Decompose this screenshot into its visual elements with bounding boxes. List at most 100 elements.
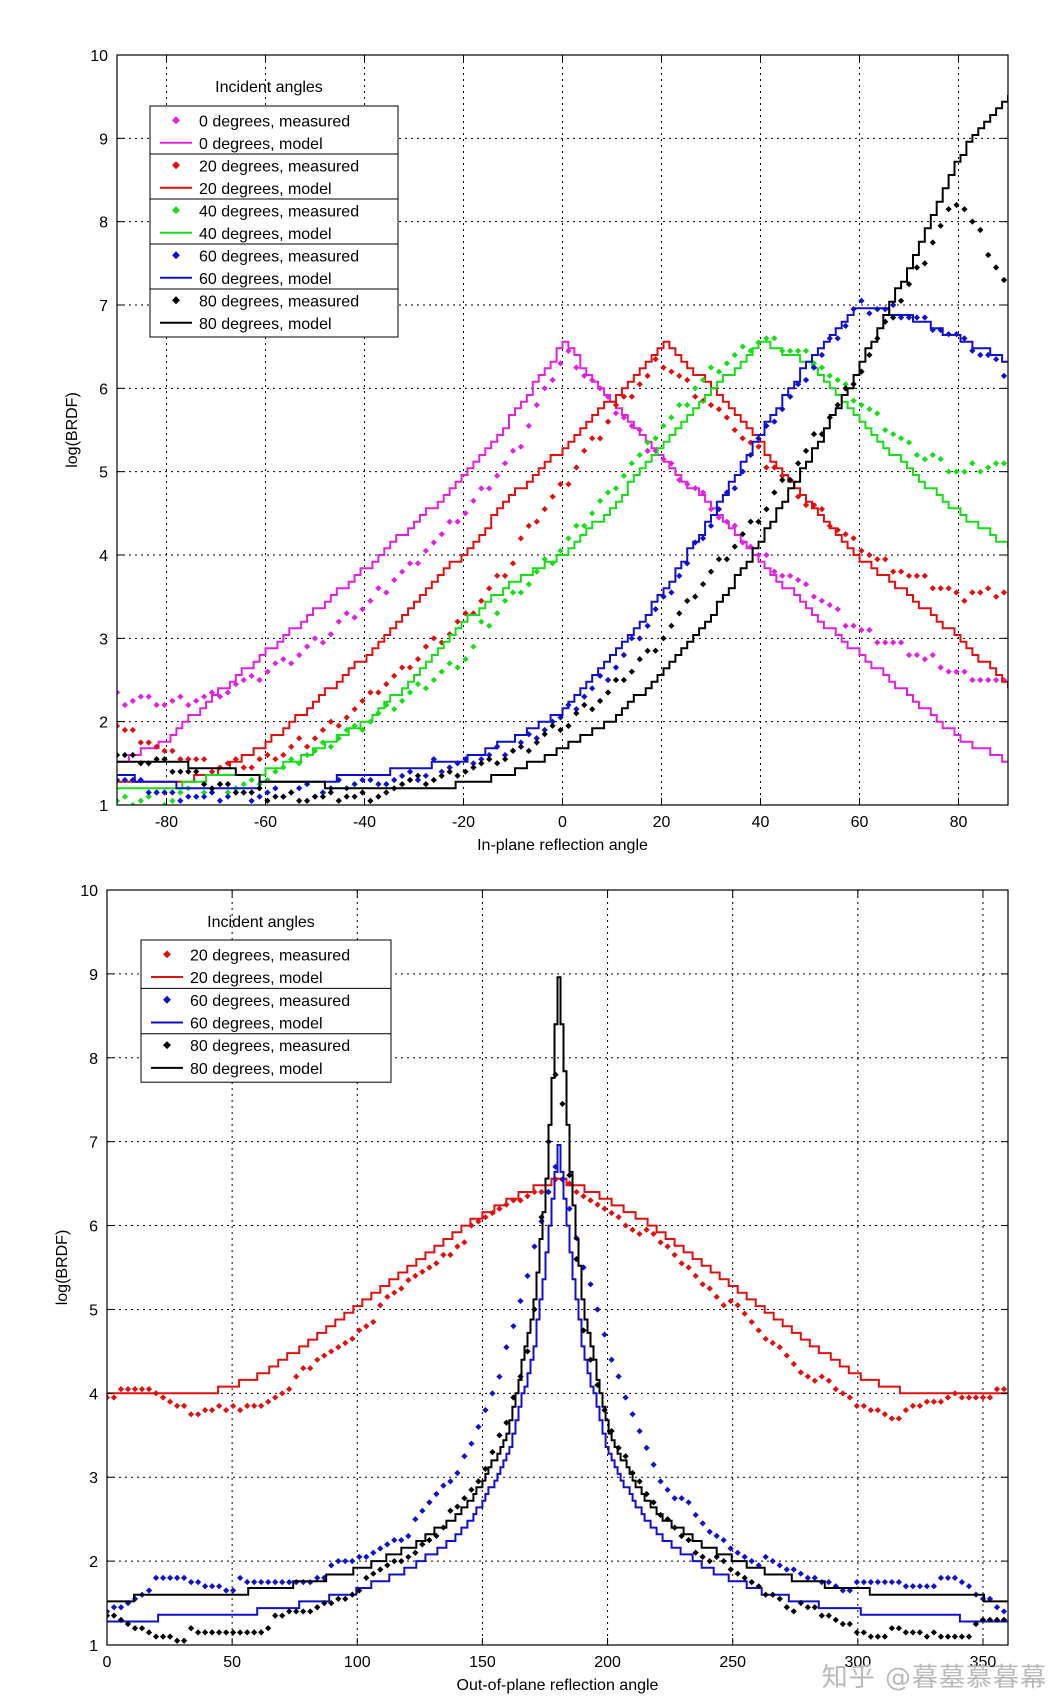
data-point (596, 435, 604, 442)
data-point (375, 781, 382, 788)
data-point (913, 451, 921, 459)
data-point (842, 622, 849, 629)
data-point (811, 1377, 818, 1384)
data-point (860, 1579, 867, 1586)
data-point (882, 639, 889, 646)
y-tick-label: 5 (89, 1302, 98, 1319)
data-point (797, 1570, 804, 1577)
data-point (509, 560, 517, 567)
data-point (790, 1608, 797, 1615)
data-point (913, 264, 921, 271)
data-point (412, 1549, 419, 1556)
data-point (867, 1579, 874, 1586)
data-point (622, 1453, 629, 1460)
data-point (969, 676, 976, 684)
legend-box (140, 939, 392, 1083)
data-point (685, 1499, 692, 1506)
legend: Incident angles 20 degrees, measured 20 de… (140, 914, 392, 1083)
chart-in-plane: -80 -60 -40 -20 0 20 40 60 80 1 2 3 4 5 6 7 8 9 10 In-plane… (64, 48, 1009, 854)
data-point (930, 1583, 938, 1590)
data-point (565, 722, 572, 729)
legend-entry-label: 80 degrees, model (199, 316, 332, 333)
data-point (723, 360, 730, 367)
data-point (1000, 460, 1008, 467)
data-point (161, 701, 168, 709)
data-point (541, 385, 548, 392)
data-point (541, 726, 548, 734)
data-point (776, 1344, 783, 1351)
y-tick-label: 9 (89, 967, 98, 984)
data-point (930, 1398, 938, 1405)
legend-swatch-marker (172, 296, 180, 305)
data-point (762, 1591, 769, 1598)
data-point (566, 1172, 573, 1179)
data-point (240, 789, 247, 796)
legend-entry-label: 20 degrees, measured (190, 947, 350, 964)
data-point (913, 572, 921, 579)
data-point (842, 322, 849, 329)
data-point (755, 1583, 762, 1590)
data-point (240, 764, 247, 771)
data-point (684, 597, 691, 604)
data-point (958, 1579, 966, 1586)
data-point (166, 1398, 174, 1405)
data-point (533, 735, 540, 742)
data-point (715, 368, 723, 375)
x-tick-label: 350 (970, 1654, 997, 1671)
data-point (755, 1327, 762, 1334)
data-point (692, 593, 699, 600)
data-point (739, 531, 746, 538)
data-point (391, 576, 398, 584)
data-point (454, 1503, 461, 1510)
data-point (110, 1612, 118, 1619)
data-point (335, 1344, 342, 1351)
data-point (604, 689, 612, 696)
data-point (370, 1549, 377, 1556)
data-point (965, 1633, 973, 1640)
data-point (929, 585, 936, 592)
data-point (921, 572, 928, 579)
y-axis-label: log(BRDF) (64, 392, 81, 468)
data-point (240, 676, 247, 684)
series-group (117, 95, 1008, 805)
x-tick-label: -80 (155, 814, 178, 831)
data-point (794, 347, 802, 354)
data-point (438, 668, 445, 675)
data-point (923, 1633, 931, 1640)
data-point (888, 1625, 895, 1632)
data-point (124, 1386, 132, 1393)
data-point (866, 310, 873, 317)
data-point (351, 706, 358, 713)
data-point (804, 1574, 811, 1581)
data-point (478, 597, 485, 604)
y-tick-label: 3 (89, 1470, 98, 1487)
data-point (494, 472, 501, 479)
data-point (414, 560, 422, 567)
data-point (349, 1591, 356, 1598)
series-40-degrees-model-line (117, 340, 1008, 790)
data-point (1000, 1608, 1008, 1615)
data-point (692, 1549, 699, 1556)
series-80-degrees-measured-markers (117, 201, 1008, 804)
data-point (1000, 589, 1008, 596)
data-point (517, 743, 525, 750)
data-point (286, 1578, 293, 1586)
data-point (741, 1574, 748, 1582)
data-point (993, 593, 1000, 600)
data-point (715, 406, 723, 413)
data-point (802, 447, 810, 454)
data-point (874, 1578, 881, 1586)
data-point (525, 422, 532, 429)
y-tick-label: 5 (99, 465, 108, 482)
data-point (131, 1386, 139, 1393)
data-point (433, 1490, 440, 1498)
data-point (470, 497, 477, 504)
data-point (454, 1469, 461, 1477)
data-point (969, 589, 976, 596)
data-point (251, 1578, 258, 1586)
data-point (363, 1323, 370, 1330)
data-point (399, 781, 406, 788)
data-point (375, 793, 382, 800)
data-point (707, 522, 715, 529)
